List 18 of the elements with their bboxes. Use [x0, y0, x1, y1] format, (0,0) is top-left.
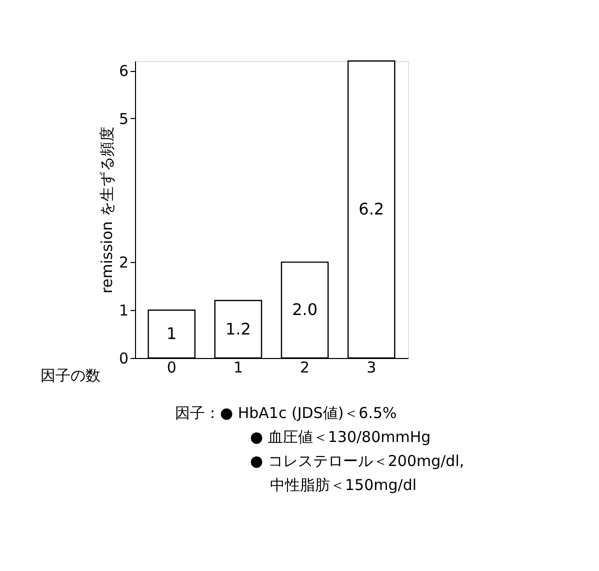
- x-tick-label: 2: [300, 358, 310, 376]
- y-tick-label: 5: [118, 110, 128, 128]
- data-label: 1.2: [225, 319, 251, 338]
- data-label: 2.0: [292, 300, 318, 320]
- text: ● コレステロール＜200mg/dl,: [250, 452, 464, 470]
- text: ● 血圧値＜130/80mmHg: [250, 428, 431, 446]
- text: 因子：● HbA1c (JDS値)＜6.5%: [175, 404, 397, 422]
- x-tick-label: 3: [366, 358, 376, 376]
- y-tick-label: 6: [118, 62, 128, 80]
- y-tick-label: 1: [118, 302, 128, 320]
- x-tick-label: 0: [166, 358, 176, 376]
- y-axis-title: remission を生ずる頻度: [98, 126, 116, 294]
- data-label: 6.2: [358, 200, 384, 218]
- data-label: 1: [166, 324, 177, 344]
- y-tick-label: 2: [118, 254, 128, 272]
- x-axis-title: 因子の数: [40, 366, 100, 384]
- x-tick-label: 1: [233, 358, 243, 376]
- text: 中性脂肪＜150mg/dl: [270, 476, 417, 494]
